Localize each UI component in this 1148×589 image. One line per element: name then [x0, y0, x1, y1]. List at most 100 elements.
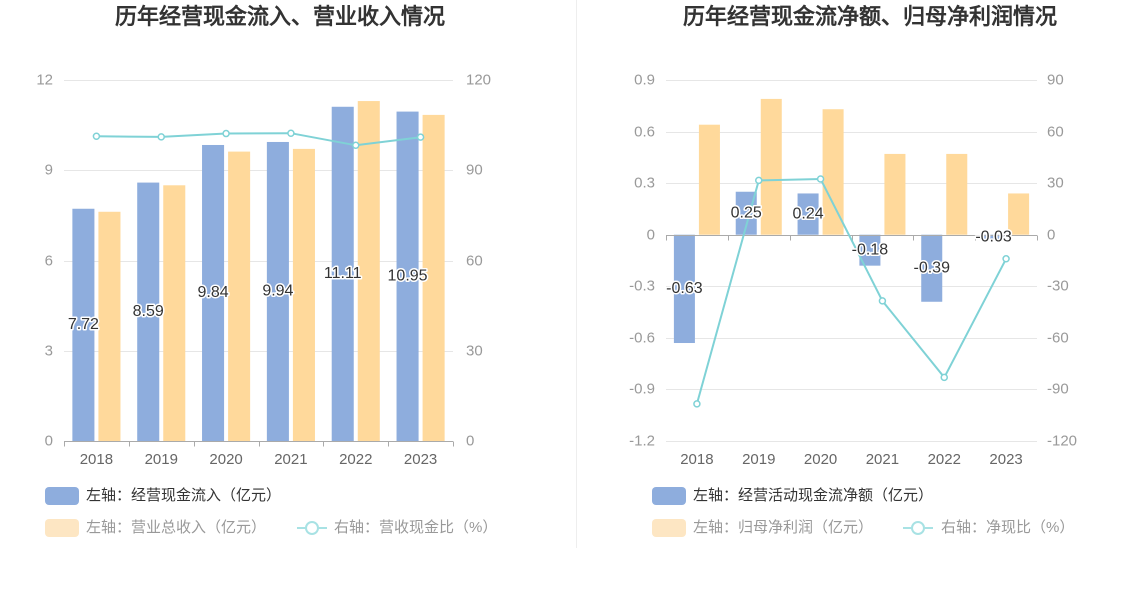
net-operating-cash-flow-data-label-2021: -0.18: [852, 241, 889, 258]
y-left-tick-label: 0.6: [634, 123, 655, 140]
cash-profit-ratio-point-2018: [693, 400, 701, 408]
legend-swatch: [45, 487, 79, 505]
legend-marker-icon: [305, 521, 319, 535]
x-category-label: 2018: [680, 451, 713, 468]
legend-swatch: [652, 519, 686, 537]
cash-profit-ratio-point-2020: [816, 175, 825, 183]
cash-revenue-ratio-point-2019: [157, 133, 165, 141]
legend-swatch: [45, 519, 79, 537]
y-left-tick-label: -0.6: [629, 329, 655, 346]
y-left-tick-label: 0: [647, 226, 655, 243]
chart-title: 历年经营现金流入、营业收入情况: [115, 4, 445, 29]
cash-inflow-data-label-2020: 9.84: [197, 284, 228, 301]
net-profit-bar-2022: [946, 153, 968, 235]
revenue-bar-2020: [228, 151, 251, 441]
x-category-label: 2020: [804, 451, 837, 468]
legend-label: 右轴：营收现金比（%）: [334, 519, 497, 536]
x-category-label: 2022: [339, 451, 372, 468]
y-right-tick-label: 30: [466, 342, 483, 359]
net-operating-cash-flow-bar-2019: [735, 191, 757, 235]
legend-label: 左轴：经营活动现金流净额（亿元）: [693, 487, 933, 504]
legend-item-cash-profit-ratio[interactable]: 右轴：净现比（%）: [903, 519, 1074, 536]
cash-inflow-bar-2018: [72, 208, 95, 441]
cash-revenue-ratio-point-2023: [416, 133, 425, 141]
y-left-tick-label: 12: [36, 71, 53, 88]
y-right-tick-label: 30: [1047, 174, 1064, 191]
legend-item-cash-revenue-ratio[interactable]: 右轴：营收现金比（%）: [297, 519, 497, 536]
legend-item-net-profit[interactable]: 左轴：归母净利润（亿元）: [652, 519, 873, 537]
cash-inflow-bar-2023: [396, 111, 419, 442]
cash-revenue-ratio-point-2020: [222, 129, 230, 138]
legend-marker-icon: [911, 521, 925, 535]
legend-label: 右轴：净现比（%）: [941, 519, 1074, 536]
cash-inflow-data-label-2019: 8.59: [133, 303, 164, 320]
revenue-bar-2018: [98, 211, 121, 441]
y-left-tick-label: 9: [45, 161, 53, 178]
x-category-label: 2021: [866, 451, 899, 468]
net-operating-cash-flow-bar-2018: [673, 234, 695, 344]
y-right-tick-label: -90: [1047, 380, 1069, 397]
y-right-tick-label: 0: [1047, 226, 1055, 243]
legend-item-net-operating-cash-flow[interactable]: 左轴：经营活动现金流净额（亿元）: [652, 487, 933, 505]
x-category-label: 2018: [80, 451, 113, 468]
y-right-tick-label: 60: [1047, 123, 1064, 140]
net-operating-cash-flow-data-label-2018: -0.63: [666, 280, 703, 297]
legend-item-revenue[interactable]: 左轴：营业总收入（亿元）: [45, 519, 266, 537]
x-category-label: 2019: [145, 451, 178, 468]
x-category-label: 2021: [274, 451, 307, 468]
net-operating-cash-flow-data-label-2022: -0.39: [914, 259, 951, 276]
cash-revenue-ratio-point-2021: [287, 129, 295, 137]
cash-inflow-bar-2021: [266, 141, 289, 441]
legend-item-cash-inflow[interactable]: 左轴：经营现金流入（亿元）: [45, 487, 281, 505]
net-operating-cash-flow-data-label-2023: -0.03: [975, 229, 1012, 246]
x-category-label: 2022: [928, 451, 961, 468]
net-operating-cash-flow-data-label-2019: 0.25: [731, 204, 762, 221]
y-right-tick-label: 90: [466, 161, 483, 178]
y-left-tick-label: -1.2: [629, 432, 655, 449]
x-category-label: 2019: [742, 451, 775, 468]
legend-label: 左轴：营业总收入（亿元）: [86, 519, 266, 536]
net-operating-cash-flow-bar-2020: [797, 193, 819, 235]
y-left-tick-label: 6: [45, 252, 53, 269]
net-profit-bar-2019: [760, 98, 782, 235]
y-left-tick-label: 0: [45, 432, 53, 449]
net-operating-cash-flow-bar-2022: [921, 234, 943, 302]
cash-inflow-bar-2022: [331, 106, 354, 441]
x-category-label: 2020: [209, 451, 242, 468]
y-left-tick-label: 0.3: [634, 174, 655, 191]
revenue-bar-2023: [422, 114, 445, 441]
y-right-tick-label: -60: [1047, 329, 1069, 346]
y-right-tick-label: -30: [1047, 277, 1069, 294]
cash-revenue-ratio-line: [96, 132, 421, 147]
net-operating-cash-flow-bar-2021: [859, 234, 881, 266]
legend-label: 左轴：经营现金流入（亿元）: [86, 487, 281, 504]
revenue-bar-2021: [292, 148, 315, 441]
cash-inflow-data-label-2022: 11.11: [324, 265, 362, 282]
net-profit-bar-2023: [1008, 193, 1030, 235]
cash-profit-ratio-line: [695, 177, 1007, 405]
net-operating-cash-flow-bar-2023: [983, 234, 1005, 240]
x-category-label: 2023: [989, 451, 1022, 468]
net-cash-flow-net-profit-chart: 历年经营现金流净额、归母净利润情况 0.9 0.6 0.3 0 -0.3 -0.6 -0.9 -…: [629, 4, 1077, 537]
x-category-label: 2023: [404, 451, 437, 468]
cash-inflow-bar-2019: [137, 182, 160, 441]
y-right-tick-label: 60: [466, 252, 483, 269]
net-profit-bar-2021: [884, 153, 906, 235]
cash-inflow-bar-2020: [202, 144, 225, 442]
net-operating-cash-flow-data-label-2020: 0.24: [793, 205, 824, 222]
legend-swatch: [652, 487, 686, 505]
cash-profit-ratio-point-2019: [755, 176, 763, 185]
y-right-tick-label: -120: [1047, 432, 1077, 449]
cash-revenue-ratio-point-2018: [92, 132, 101, 141]
cash-inflow-data-label-2018: 7.72: [68, 316, 99, 333]
net-profit-bar-2020: [822, 109, 844, 235]
y-left-tick-label: 3: [45, 342, 53, 359]
cash-profit-ratio-point-2022: [940, 373, 948, 382]
cash-profit-ratio-point-2023: [1002, 255, 1010, 263]
y-left-tick-label: -0.9: [629, 380, 655, 397]
legend-label: 左轴：归母净利润（亿元）: [693, 519, 873, 536]
cash-inflow-data-label-2023: 10.95: [388, 268, 428, 285]
